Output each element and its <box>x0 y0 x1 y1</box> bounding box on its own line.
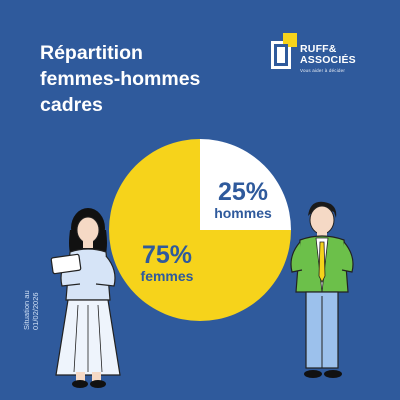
pct-hommes: 25% <box>217 178 269 206</box>
slice-label-hommes: 25% hommes <box>203 178 283 222</box>
cat-hommes: hommes <box>214 205 272 221</box>
man-in-green-jacket-illustration <box>290 201 354 378</box>
cat-femmes: femmes <box>140 268 194 284</box>
slice-label-femmes: 75% femmes <box>127 241 207 285</box>
title-line-1: Répartition <box>40 42 143 64</box>
logo-name-line-2: ASSOCIÉS <box>300 54 356 66</box>
pie-slice-hommes <box>200 139 291 230</box>
pct-femmes: 75% <box>141 241 193 269</box>
logo-name-line-1: RUFF& <box>300 43 337 55</box>
footnote-line-2: 01/02/2026 <box>31 292 40 330</box>
ruff-associes-logo <box>271 33 297 69</box>
logo-wordmark: RUFF& ASSOCIÉS <box>300 44 356 66</box>
date-footnote: Situation au 01/02/2026 <box>22 270 40 330</box>
woman-with-laptop-illustration <box>50 208 121 388</box>
page-title: Répartition femmes-hommes cadres <box>40 40 240 118</box>
title-line-2: femmes-hommes <box>40 68 201 90</box>
title-line-3: cadres <box>40 94 103 116</box>
pie-slice-femmes <box>109 139 291 321</box>
logo-tagline: Vous aider à décider <box>300 68 346 73</box>
footnote-line-1: Situation au <box>22 290 31 330</box>
